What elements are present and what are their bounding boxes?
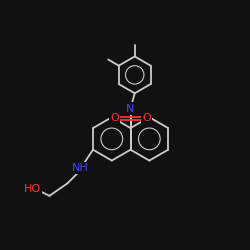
Text: O: O bbox=[142, 113, 151, 123]
Text: NH: NH bbox=[72, 163, 88, 173]
Text: N: N bbox=[126, 104, 135, 114]
Text: O: O bbox=[110, 113, 119, 123]
Text: HO: HO bbox=[24, 184, 41, 194]
